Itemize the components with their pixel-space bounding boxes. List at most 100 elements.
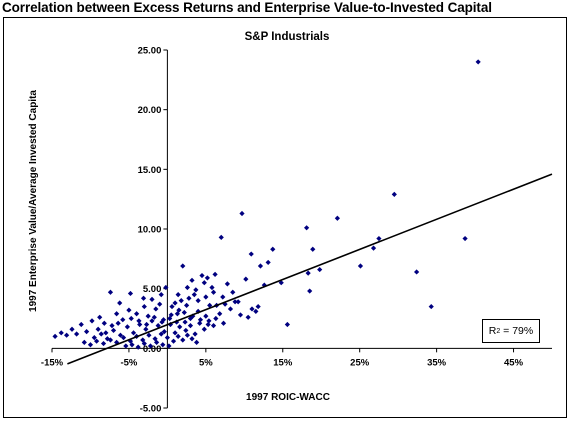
data-point (203, 313, 209, 319)
data-point (153, 306, 159, 312)
chart-frame: S&P Industrials 25.00 20.00 15.00 10.00 5.00… (3, 17, 567, 418)
x-tick-label: 15% (273, 357, 293, 368)
data-point (160, 317, 167, 323)
data-point (137, 321, 143, 328)
data-point (52, 333, 58, 339)
data-point (183, 327, 189, 334)
data-point (100, 340, 107, 347)
chart-subtitle: S&P Industrials (245, 31, 330, 43)
x-axis-title: 1997 ROIC-WACC (246, 392, 330, 403)
data-point (304, 225, 310, 231)
data-point (307, 288, 313, 294)
data-point (217, 311, 223, 317)
data-point (123, 343, 129, 349)
data-point (98, 331, 104, 337)
data-point (126, 307, 132, 313)
data-point (117, 332, 124, 338)
data-point (107, 337, 114, 343)
x-tick-label: 5% (199, 357, 213, 368)
data-point (155, 323, 161, 329)
data-point (164, 334, 170, 341)
y-tick-label: 15.00 (138, 165, 162, 176)
data-point (210, 289, 217, 295)
x-tick-label: -15% (41, 357, 64, 368)
data-point (209, 284, 215, 291)
data-point (248, 251, 254, 257)
r-squared-sup: 2 (496, 327, 501, 335)
data-point (147, 343, 154, 349)
data-point (84, 329, 90, 335)
data-point (58, 330, 64, 336)
data-point (151, 314, 157, 320)
data-point (253, 308, 259, 314)
data-point (204, 275, 210, 281)
data-point (115, 320, 121, 326)
data-point (220, 294, 226, 300)
data-point (95, 326, 101, 332)
data-point (141, 303, 147, 310)
data-point (161, 329, 167, 335)
trend-line (67, 173, 553, 365)
data-point (94, 338, 100, 344)
data-point (462, 235, 468, 242)
data-point (158, 292, 164, 298)
data-point (376, 235, 382, 242)
data-point (192, 331, 198, 337)
data-point (245, 314, 251, 320)
data-point (370, 245, 377, 251)
data-point (184, 332, 190, 338)
data-point (317, 266, 323, 273)
data-point (310, 246, 316, 252)
data-point (140, 295, 147, 301)
data-point (237, 312, 244, 318)
data-point (103, 330, 109, 336)
data-point (193, 287, 199, 293)
data-point (270, 246, 276, 252)
data-point (195, 308, 201, 314)
scatter-chart: S&P Industrials 25.0020.0015.0010.005.00… (28, 31, 553, 415)
data-point (135, 344, 141, 350)
data-point (176, 307, 182, 313)
data-point (146, 332, 152, 338)
data-point (175, 292, 181, 298)
data-point (145, 313, 151, 319)
data-point (243, 276, 249, 282)
data-point (129, 342, 135, 348)
data-point (97, 314, 103, 320)
data-point (184, 284, 190, 291)
data-point (160, 342, 166, 348)
data-point (178, 298, 184, 304)
data-point (89, 318, 95, 324)
data-point (201, 326, 207, 332)
data-point (227, 306, 234, 312)
data-point (117, 300, 123, 306)
data-point (265, 259, 271, 266)
data-point (124, 324, 130, 330)
data-point (167, 315, 173, 322)
data-point (74, 331, 80, 337)
data-point (127, 290, 134, 297)
data-point (101, 320, 107, 326)
data-point (149, 296, 155, 303)
data-point (109, 323, 115, 329)
data-point (212, 271, 218, 277)
data-point (230, 289, 236, 295)
data-point (120, 317, 126, 323)
data-point (257, 263, 264, 269)
data-point (144, 321, 150, 328)
data-point (189, 336, 195, 342)
data-point (391, 191, 397, 197)
data-point (210, 323, 217, 329)
data-point (201, 280, 207, 286)
data-point (141, 340, 147, 347)
data-point (177, 324, 183, 330)
data-point (213, 315, 219, 322)
data-point (199, 272, 205, 279)
data-point (203, 294, 209, 300)
data-point (220, 320, 227, 326)
data-point (206, 318, 212, 324)
data-point (158, 331, 164, 337)
data-point (239, 210, 245, 217)
y-tick-label: 20.00 (138, 105, 162, 116)
